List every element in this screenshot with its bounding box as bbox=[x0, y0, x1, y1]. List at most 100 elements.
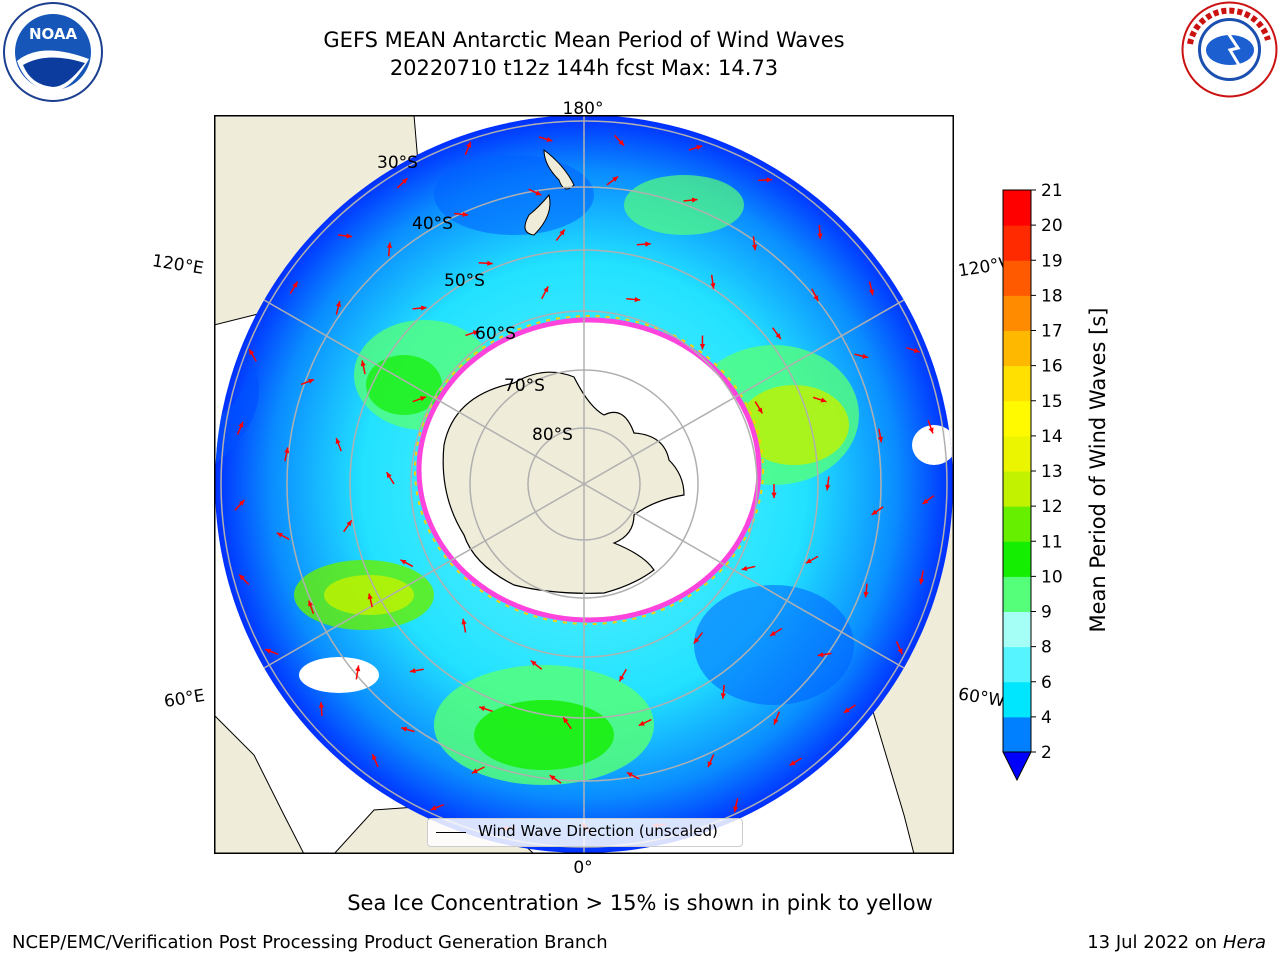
colorbar-segment bbox=[1003, 260, 1031, 296]
wind-wave-arrowhead bbox=[733, 806, 739, 813]
colorbar-tick-label: 18 bbox=[1041, 286, 1063, 306]
wind-wave-arrowhead bbox=[355, 665, 361, 672]
new-zealand-land bbox=[524, 193, 551, 236]
wind-wave-arrowhead bbox=[239, 574, 245, 581]
wind-wave-arrowhead bbox=[707, 761, 713, 768]
wind-wave-arrowhead bbox=[238, 499, 245, 506]
colorbar-segment bbox=[1003, 295, 1031, 331]
wind-wave-arrowhead bbox=[696, 145, 703, 150]
colorbar-segment bbox=[1003, 576, 1031, 612]
wind-wave-arrowhead bbox=[789, 760, 796, 766]
chart-subtitle: 20220710 t12z 144h fcst Max: 14.73 bbox=[389, 56, 779, 80]
wind-wave-arrowhead bbox=[720, 693, 726, 699]
wind-wave-arrowhead bbox=[868, 289, 875, 296]
wind-wave-arrowhead bbox=[265, 648, 272, 654]
new-zealand-land bbox=[543, 148, 575, 190]
wind-wave-arrowhead bbox=[691, 197, 698, 203]
wind-wave-arrowhead bbox=[372, 754, 378, 761]
wind-wave-arrowhead bbox=[471, 768, 478, 774]
colorbar-tick-label: 2 bbox=[1041, 743, 1052, 763]
colorbar-tick-label: 14 bbox=[1041, 427, 1063, 447]
latitude-label-50s: 50°S bbox=[444, 271, 485, 291]
footer-date: 13 Jul 2022 on Hera bbox=[1087, 932, 1266, 953]
colorbar-tick-label: 6 bbox=[1041, 673, 1052, 693]
wind-wave-arrowhead bbox=[645, 241, 651, 247]
meridian-label-60e: 60°E bbox=[162, 685, 207, 713]
wind-wave-arrows bbox=[234, 134, 935, 835]
wind-wave-arrowhead bbox=[335, 301, 341, 307]
wind-wave-arrowhead bbox=[626, 772, 633, 778]
map-frame-border bbox=[214, 115, 954, 854]
wind-wave-arrowhead bbox=[284, 447, 290, 454]
legend-label: Wind Wave Direction (unscaled) bbox=[478, 822, 718, 840]
wind-wave-arrowhead bbox=[409, 668, 416, 674]
colorbar-extend-arrow bbox=[1002, 751, 1032, 782]
legend-line-sample bbox=[436, 832, 466, 833]
colorbar-tick-label: 11 bbox=[1041, 532, 1063, 552]
footer-date-text: 13 Jul 2022 on bbox=[1087, 932, 1223, 953]
wind-wave-arrowhead bbox=[563, 717, 569, 724]
svg-text:NOAA: NOAA bbox=[29, 25, 78, 43]
wind-wave-arrowhead bbox=[308, 378, 315, 384]
wind-wave-arrowhead bbox=[638, 720, 645, 726]
wind-wave-arrowhead bbox=[805, 558, 812, 564]
latitude-label-70s: 70°S bbox=[504, 376, 545, 396]
sea-ice-edge bbox=[414, 315, 764, 625]
wind-wave-arrowhead bbox=[461, 618, 467, 625]
wind-wave-arrowhead bbox=[430, 805, 437, 811]
colorbar-segment bbox=[1003, 716, 1031, 753]
colorbar-tick-label: 13 bbox=[1041, 462, 1063, 482]
antarctica-land bbox=[442, 371, 685, 594]
colorbar-segment bbox=[1003, 225, 1031, 261]
meridian-label-0: 0° bbox=[573, 858, 593, 878]
wind-wave-arrowhead bbox=[751, 244, 758, 251]
wind-wave-arrowhead bbox=[775, 333, 781, 340]
colorbar-tick-label: 8 bbox=[1041, 638, 1052, 658]
wind-wave-arrowhead bbox=[346, 233, 352, 239]
colorbar-tick-label: 15 bbox=[1041, 392, 1063, 412]
wind-wave-arrowhead bbox=[863, 591, 869, 598]
wind-wave-arrowhead bbox=[634, 296, 641, 303]
colorbar-segment bbox=[1003, 611, 1031, 648]
meridian-label-120e: 120°E bbox=[150, 251, 205, 279]
wind-wave-arrowhead bbox=[420, 396, 426, 402]
wind-wave-arrowhead bbox=[771, 492, 777, 498]
period-patch bbox=[739, 385, 849, 465]
wind-wave-arrowhead bbox=[619, 675, 625, 682]
wind-wave-arrowhead bbox=[769, 630, 776, 636]
wind-wave-arrowhead bbox=[877, 436, 884, 443]
colorbar-segment bbox=[1003, 681, 1031, 718]
colorbar-segment bbox=[1003, 471, 1031, 507]
chart-title: GEFS MEAN Antarctic Mean Period of Wind … bbox=[323, 28, 845, 52]
colorbar-tick-label: 10 bbox=[1041, 567, 1063, 587]
colorbar-segment bbox=[1003, 400, 1031, 437]
footer-credit: NCEP/EMC/Verification Post Processing Pr… bbox=[12, 932, 608, 953]
wind-wave-arrowhead bbox=[292, 281, 298, 288]
wind-wave-arrowhead bbox=[386, 472, 392, 479]
wind-wave-arrowhead bbox=[612, 176, 619, 182]
wind-wave-arrowhead bbox=[559, 229, 565, 236]
noaa-logo: NOAA bbox=[1, 1, 105, 103]
wind-wave-arrowhead bbox=[238, 421, 244, 428]
wind-wave-arrowhead bbox=[710, 283, 716, 289]
wind-wave-arrowhead bbox=[420, 305, 427, 311]
colorbar-label: Mean Period of Wind Waves [s] bbox=[1086, 307, 1110, 633]
wind-wave-arrowhead bbox=[466, 141, 471, 148]
wind-wave-arrowhead bbox=[335, 438, 341, 445]
colorbar-tick-label: 16 bbox=[1041, 357, 1063, 377]
colorbar-segment bbox=[1003, 365, 1031, 402]
wind-wave-arrowhead bbox=[472, 330, 479, 336]
wind-wave-arrowhead bbox=[543, 286, 549, 293]
wind-wave-arrowhead bbox=[530, 660, 537, 666]
wind-wave-arrowhead bbox=[922, 498, 929, 505]
wind-wave-arrowhead bbox=[757, 407, 763, 414]
wind-wave-arrowhead bbox=[276, 532, 283, 538]
nws-logo bbox=[1180, 0, 1279, 99]
colorbar-segment bbox=[1003, 506, 1031, 542]
wind-wave-arrowhead bbox=[401, 726, 408, 732]
wind-wave-arrowhead bbox=[318, 702, 324, 708]
colorbar-tick-label: 21 bbox=[1041, 182, 1063, 201]
wind-wave-arrowhead bbox=[386, 242, 393, 248]
wind-wave-arrowhead bbox=[871, 509, 878, 515]
period-patch bbox=[474, 700, 614, 770]
